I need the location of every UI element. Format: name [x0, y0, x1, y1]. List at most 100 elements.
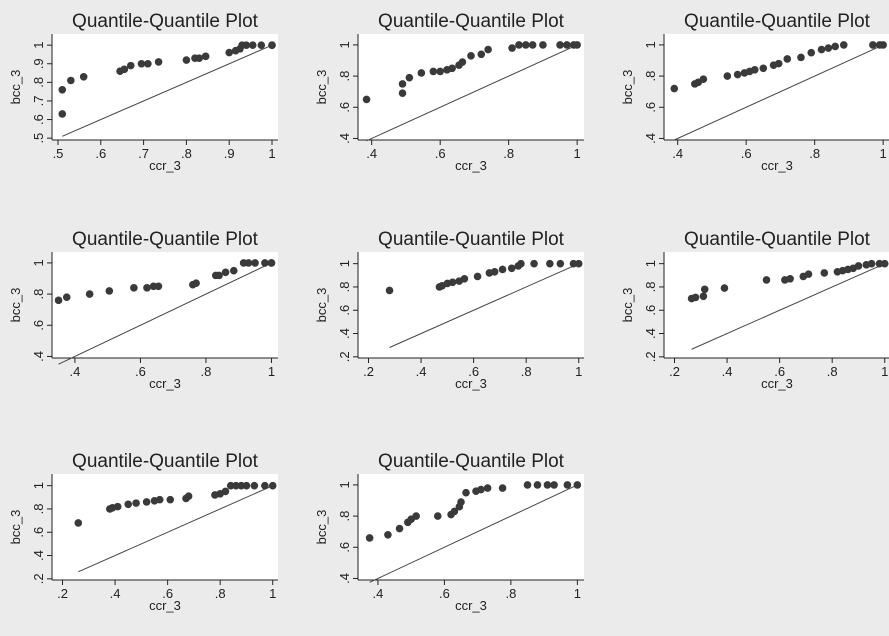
point: [699, 75, 708, 84]
y-tick-label: .4: [337, 133, 352, 144]
x-tick-label: .8: [809, 146, 820, 161]
plot-area: [664, 34, 889, 140]
point: [184, 492, 193, 500]
point: [250, 481, 259, 490]
chart-title: Quantile-Quantile Plot: [378, 451, 565, 472]
plot-area: [358, 474, 584, 580]
x-tick-label: .8: [215, 586, 226, 601]
point: [477, 485, 485, 494]
point: [215, 271, 223, 280]
point: [74, 519, 83, 527]
point: [385, 286, 394, 295]
point: [457, 498, 465, 506]
point: [750, 66, 759, 74]
point: [268, 41, 276, 49]
x-tick-label: 1: [574, 146, 581, 161]
point: [807, 48, 816, 57]
x-tick-label: .4: [110, 586, 121, 601]
x-tick-label: .8: [181, 146, 192, 161]
point: [201, 52, 210, 61]
y-tick-label: .8: [337, 511, 352, 522]
point: [867, 259, 876, 268]
x-axis-label: ccr_3: [149, 376, 181, 391]
point: [237, 481, 246, 490]
point: [720, 284, 729, 292]
panel: Quantile-Quantile Plot .2 .4 .6 .8 1 .2 .4 .6 .8 1…: [620, 229, 889, 391]
point: [543, 481, 552, 489]
panel: Quantile-Quantile Plot .4 .6 .8 1 .4 .6 .8 1 ccr_…: [620, 11, 889, 173]
y-tick-label: .6: [643, 102, 658, 113]
reference-line: [674, 44, 884, 141]
chart-title: Quantile-Quantile Plot: [72, 11, 259, 32]
y-tick-label: .2: [643, 351, 658, 362]
point: [854, 262, 863, 270]
point: [733, 70, 742, 79]
point: [242, 41, 251, 49]
point: [268, 481, 277, 490]
x-tick-label: .4: [70, 364, 81, 379]
y-tick-label: 1: [643, 41, 658, 48]
x-tick-label: .2: [363, 364, 374, 379]
x-tick-label: .2: [669, 364, 680, 379]
point: [484, 45, 492, 54]
point: [473, 272, 482, 281]
point: [804, 270, 813, 278]
x-tick-label: .6: [468, 364, 479, 379]
point: [691, 293, 700, 302]
reference-line: [691, 263, 885, 350]
point: [242, 481, 251, 490]
chart-title: Quantile-Quantile Plot: [72, 229, 259, 250]
x-tick-label: .6: [435, 146, 446, 161]
point: [130, 284, 138, 292]
point: [113, 502, 122, 511]
point: [267, 259, 276, 267]
point: [875, 259, 884, 268]
point: [556, 259, 565, 268]
point: [517, 259, 525, 268]
point: [143, 284, 151, 292]
point: [261, 259, 269, 267]
point: [831, 42, 840, 51]
point: [759, 64, 768, 73]
point: [120, 65, 129, 74]
point: [433, 512, 442, 520]
plot-area: [358, 34, 584, 140]
point: [498, 484, 507, 492]
point: [786, 274, 794, 283]
point: [232, 481, 240, 490]
point: [467, 52, 475, 60]
y-tick-label: .4: [337, 573, 352, 584]
x-tick-label: .4: [416, 364, 427, 379]
y-tick-label: 1: [31, 259, 46, 266]
point: [412, 512, 420, 520]
y-tick-label: .4: [643, 328, 658, 339]
panel: Quantile-Quantile Plot .2 .4 .6 .8 1 .2 .4 .6 .8 1…: [8, 451, 278, 613]
point: [563, 481, 572, 489]
y-axis-label: bcc_3: [620, 70, 635, 105]
point: [869, 41, 877, 49]
x-tick-label: .6: [439, 586, 450, 601]
point: [85, 290, 94, 298]
point: [528, 41, 537, 49]
y-tick-label: .6: [643, 305, 658, 316]
point: [261, 481, 269, 490]
point: [498, 265, 507, 274]
reference-line: [58, 262, 272, 365]
reference-line: [78, 485, 273, 573]
point: [483, 484, 492, 492]
reference-line: [369, 484, 578, 583]
x-axis-label: ccr_3: [149, 158, 181, 173]
point: [563, 41, 571, 49]
point: [79, 72, 88, 81]
x-tick-label: 1: [268, 364, 275, 379]
y-tick-label: .5: [31, 133, 46, 144]
point: [384, 530, 392, 539]
x-tick-label: 1: [269, 586, 276, 601]
plot-area: [358, 252, 584, 358]
point: [195, 54, 204, 62]
y-tick-label: 1: [337, 41, 352, 48]
point: [62, 293, 71, 302]
point: [126, 61, 135, 70]
y-tick-label: .4: [31, 550, 46, 561]
point: [550, 481, 558, 489]
